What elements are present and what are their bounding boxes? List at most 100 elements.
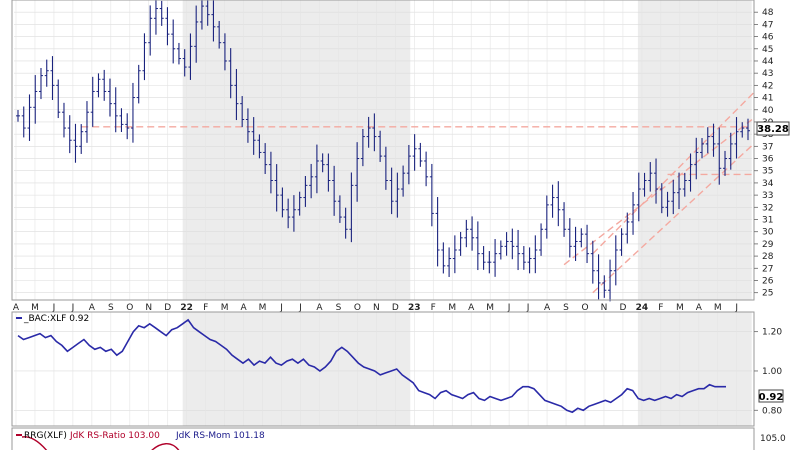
x-month-label: M — [221, 303, 229, 313]
x-month-label: A — [316, 303, 323, 313]
ratio-frame — [11, 311, 755, 427]
price-last-value: 38.28 — [757, 124, 789, 135]
ohlc-bar — [544, 195, 549, 239]
ratio-ytick-label: 1.20 — [762, 328, 782, 338]
ohlc-bar — [125, 113, 130, 140]
ohlc-bar — [631, 192, 636, 235]
x-month-label: F — [431, 303, 436, 313]
x-month-label: A — [468, 303, 475, 313]
price-last-value-badge: 38.28 — [756, 121, 790, 136]
ohlc-bar — [268, 151, 273, 194]
x-month-label: S — [563, 303, 569, 313]
ohlc-bar — [332, 165, 337, 216]
ohlc-bar — [429, 163, 434, 227]
ohlc-bar — [355, 142, 360, 202]
channel-upper-line — [592, 92, 755, 255]
ohlc-bar — [717, 127, 722, 185]
ohlc-bar — [297, 191, 302, 216]
ohlc-bar — [740, 122, 745, 138]
ohlc-bar — [251, 117, 256, 155]
ohlc-bar — [728, 132, 733, 170]
ohlc-bar — [349, 172, 354, 243]
ohlc-bar — [573, 226, 578, 261]
rrg-ratio-line — [21, 436, 48, 450]
ratio-last-value-badge: 0.92 — [758, 389, 784, 403]
x-month-label: A — [544, 303, 551, 313]
ohlc-bar — [286, 198, 291, 229]
ohlc-bar — [648, 162, 653, 192]
year-shade — [182, 312, 411, 426]
ratio-panel: 0.80 1.00 1.20 _BAC:XLF 0.92 0.92 — [11, 311, 784, 427]
ohlc-bar — [596, 254, 601, 300]
ratio-y-axis: 0.80 1.00 1.20 — [754, 328, 782, 416]
ohlc-bar — [458, 231, 463, 256]
x-month-label: N — [601, 303, 608, 313]
ohlc-bar — [608, 259, 613, 302]
channel-mid-line — [563, 118, 753, 266]
ohlc-bar — [671, 179, 676, 215]
ratio-ytick-label: 0.80 — [762, 406, 782, 416]
channel-lower-line — [592, 143, 755, 294]
ohlc-bar — [705, 127, 710, 154]
ohlc-bar — [44, 59, 49, 87]
ratio-last-value: 0.92 — [759, 392, 784, 403]
ohlc-bar — [222, 33, 227, 71]
ohlc-bar — [435, 197, 440, 267]
rrg-frame — [11, 427, 755, 450]
ohlc-bar — [602, 275, 607, 298]
ohlc-bar — [516, 229, 521, 271]
ohlc-bar — [527, 247, 532, 274]
x-month-label: J — [279, 303, 283, 313]
ohlc-bar — [228, 48, 233, 99]
price-ytick-label: 27 — [762, 264, 773, 274]
price-ytick-label: 26 — [762, 276, 774, 286]
ohlc-bar — [176, 42, 181, 65]
x-month-label: D — [619, 303, 626, 313]
year-shade — [637, 0, 752, 300]
ratio-ytick-label: 1.00 — [762, 367, 782, 377]
ohlc-bar — [475, 221, 480, 271]
rrg-legend-ratio: JdK RS-Ratio 103.00 — [69, 431, 160, 441]
price-ytick-label: 48 — [762, 8, 774, 18]
ohlc-bar — [56, 79, 61, 119]
ohlc-bar — [504, 232, 509, 256]
ohlc-bar — [102, 69, 107, 101]
ohlc-bar — [16, 110, 20, 122]
ratio-legend: _BAC:XLF 0.92 — [16, 314, 89, 324]
x-month-label: 22 — [180, 303, 193, 313]
x-month-label: A — [89, 303, 96, 313]
ohlc-bar — [73, 123, 78, 163]
ohlc-bar — [280, 187, 285, 218]
ohlc-bar — [148, 5, 153, 56]
ohlc-bar — [481, 246, 486, 270]
ohlc-bar — [700, 138, 705, 159]
ohlc-bar — [412, 134, 417, 171]
price-y-axis: 2526272829303132333435363738394041424344… — [754, 8, 774, 299]
ohlc-bar — [61, 102, 66, 138]
ohlc-bar — [395, 172, 400, 218]
x-month-label: O — [126, 303, 133, 313]
x-month-label: M — [448, 303, 456, 313]
x-month-label: D — [392, 303, 399, 313]
year-shade — [637, 312, 752, 426]
ohlc-bar — [50, 56, 55, 100]
x-month-label: N — [373, 303, 380, 313]
x-month-label: S — [108, 303, 114, 313]
ohlc-bar — [360, 128, 365, 167]
ohlc-bar — [245, 108, 250, 143]
ohlc-bar — [142, 33, 147, 81]
x-month-label: A — [13, 303, 20, 313]
ohlc-bar — [84, 101, 89, 143]
ohlc-bar — [291, 195, 296, 232]
ohlc-bar — [585, 224, 590, 264]
x-month-label: D — [164, 303, 171, 313]
ohlc-bar — [372, 113, 377, 152]
price-ytick-label: 30 — [762, 228, 774, 238]
x-month-label: 23 — [408, 303, 421, 313]
ohlc-bar — [33, 75, 38, 124]
ohlc-bar — [389, 167, 394, 215]
price-year-shading — [182, 0, 752, 300]
price-gridlines — [14, 0, 752, 300]
x-month-label: M — [259, 303, 267, 313]
rrg-legend-mom: JdK RS-Mom 101.18 — [175, 431, 265, 441]
